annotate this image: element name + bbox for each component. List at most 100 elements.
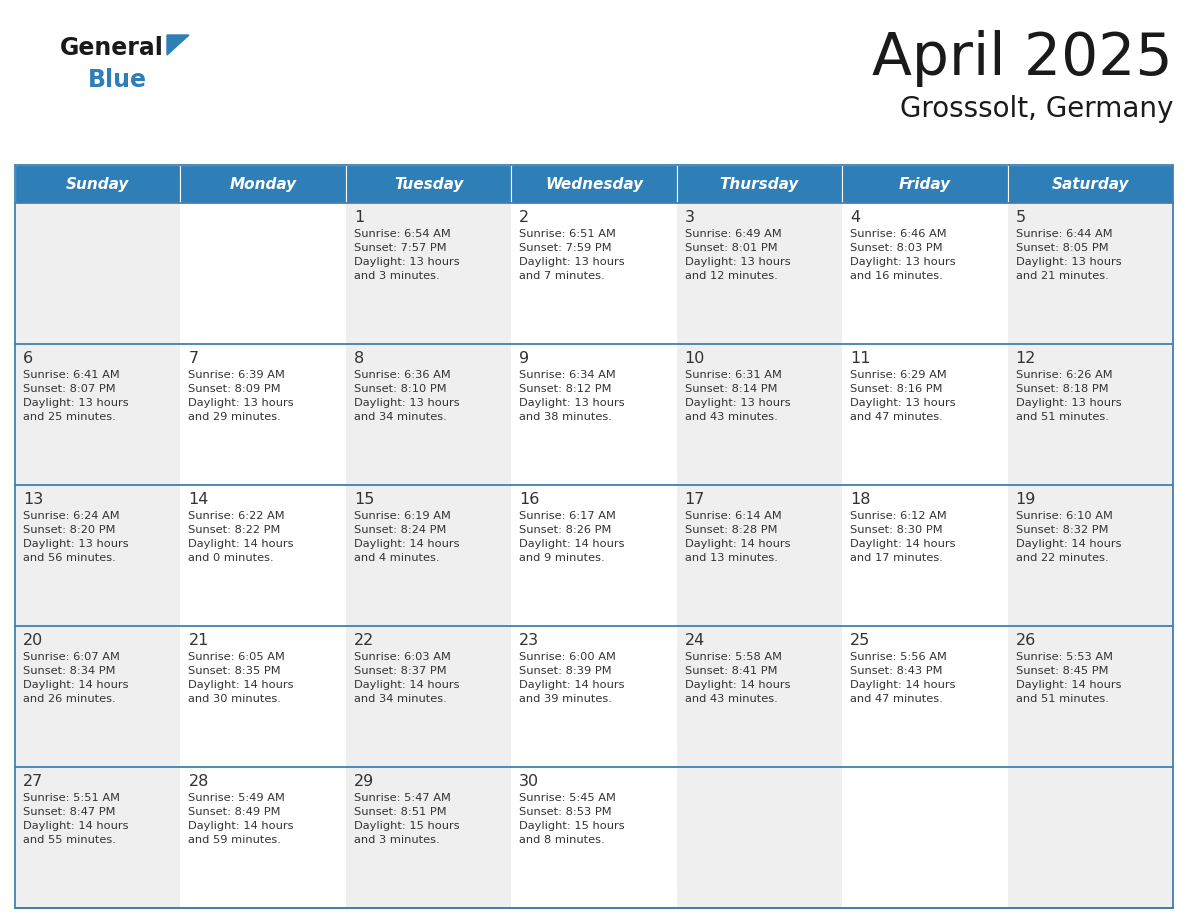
Bar <box>677 165 842 203</box>
Text: 18: 18 <box>851 492 871 507</box>
Bar <box>677 626 842 767</box>
Text: 8: 8 <box>354 351 364 366</box>
Bar <box>511 485 677 626</box>
Text: Sunrise: 5:56 AM
Sunset: 8:43 PM
Daylight: 14 hours
and 47 minutes.: Sunrise: 5:56 AM Sunset: 8:43 PM Dayligh… <box>851 652 955 704</box>
Bar <box>346 344 511 485</box>
Bar <box>15 485 181 626</box>
Text: Sunrise: 6:19 AM
Sunset: 8:24 PM
Daylight: 14 hours
and 4 minutes.: Sunrise: 6:19 AM Sunset: 8:24 PM Dayligh… <box>354 511 460 563</box>
Text: Grosssolt, Germany: Grosssolt, Germany <box>899 95 1173 123</box>
Text: 5: 5 <box>1016 210 1025 225</box>
Text: Blue: Blue <box>88 68 147 92</box>
Text: Sunrise: 6:31 AM
Sunset: 8:14 PM
Daylight: 13 hours
and 43 minutes.: Sunrise: 6:31 AM Sunset: 8:14 PM Dayligh… <box>684 370 790 422</box>
Bar <box>181 203 346 344</box>
Text: Sunrise: 6:36 AM
Sunset: 8:10 PM
Daylight: 13 hours
and 34 minutes.: Sunrise: 6:36 AM Sunset: 8:10 PM Dayligh… <box>354 370 460 422</box>
Text: Sunrise: 6:49 AM
Sunset: 8:01 PM
Daylight: 13 hours
and 12 minutes.: Sunrise: 6:49 AM Sunset: 8:01 PM Dayligh… <box>684 229 790 281</box>
Text: Sunrise: 6:29 AM
Sunset: 8:16 PM
Daylight: 13 hours
and 47 minutes.: Sunrise: 6:29 AM Sunset: 8:16 PM Dayligh… <box>851 370 956 422</box>
Text: Sunday: Sunday <box>67 176 129 192</box>
Text: Friday: Friday <box>899 176 950 192</box>
Text: 17: 17 <box>684 492 706 507</box>
Bar <box>511 203 677 344</box>
Text: 30: 30 <box>519 774 539 789</box>
Text: 26: 26 <box>1016 633 1036 648</box>
Bar <box>1007 344 1173 485</box>
Text: Sunrise: 6:00 AM
Sunset: 8:39 PM
Daylight: 14 hours
and 39 minutes.: Sunrise: 6:00 AM Sunset: 8:39 PM Dayligh… <box>519 652 625 704</box>
Text: 23: 23 <box>519 633 539 648</box>
Bar <box>15 165 1173 908</box>
Text: 22: 22 <box>354 633 374 648</box>
Text: Sunrise: 6:39 AM
Sunset: 8:09 PM
Daylight: 13 hours
and 29 minutes.: Sunrise: 6:39 AM Sunset: 8:09 PM Dayligh… <box>189 370 295 422</box>
Text: 27: 27 <box>23 774 43 789</box>
Text: 10: 10 <box>684 351 706 366</box>
Text: 19: 19 <box>1016 492 1036 507</box>
Text: 1: 1 <box>354 210 364 225</box>
Bar <box>15 626 181 767</box>
Bar <box>15 344 181 485</box>
Text: 25: 25 <box>851 633 871 648</box>
Text: 6: 6 <box>23 351 33 366</box>
Text: Sunrise: 6:54 AM
Sunset: 7:57 PM
Daylight: 13 hours
and 3 minutes.: Sunrise: 6:54 AM Sunset: 7:57 PM Dayligh… <box>354 229 460 281</box>
Text: Tuesday: Tuesday <box>394 176 463 192</box>
Text: Sunrise: 5:51 AM
Sunset: 8:47 PM
Daylight: 14 hours
and 55 minutes.: Sunrise: 5:51 AM Sunset: 8:47 PM Dayligh… <box>23 793 128 845</box>
Text: 16: 16 <box>519 492 539 507</box>
Text: Sunrise: 5:47 AM
Sunset: 8:51 PM
Daylight: 15 hours
and 3 minutes.: Sunrise: 5:47 AM Sunset: 8:51 PM Dayligh… <box>354 793 460 845</box>
Text: Sunrise: 6:07 AM
Sunset: 8:34 PM
Daylight: 14 hours
and 26 minutes.: Sunrise: 6:07 AM Sunset: 8:34 PM Dayligh… <box>23 652 128 704</box>
Text: Sunrise: 6:24 AM
Sunset: 8:20 PM
Daylight: 13 hours
and 56 minutes.: Sunrise: 6:24 AM Sunset: 8:20 PM Dayligh… <box>23 511 128 563</box>
Text: Sunrise: 5:49 AM
Sunset: 8:49 PM
Daylight: 14 hours
and 59 minutes.: Sunrise: 5:49 AM Sunset: 8:49 PM Dayligh… <box>189 793 293 845</box>
Text: 20: 20 <box>23 633 43 648</box>
Text: 7: 7 <box>189 351 198 366</box>
Bar <box>511 165 677 203</box>
Bar <box>346 165 511 203</box>
Text: 12: 12 <box>1016 351 1036 366</box>
Bar <box>181 165 346 203</box>
Bar <box>677 485 842 626</box>
Text: Sunrise: 5:53 AM
Sunset: 8:45 PM
Daylight: 14 hours
and 51 minutes.: Sunrise: 5:53 AM Sunset: 8:45 PM Dayligh… <box>1016 652 1121 704</box>
Text: 11: 11 <box>851 351 871 366</box>
Bar <box>181 626 346 767</box>
Bar <box>677 767 842 908</box>
Bar <box>1007 203 1173 344</box>
Text: Sunrise: 5:58 AM
Sunset: 8:41 PM
Daylight: 14 hours
and 43 minutes.: Sunrise: 5:58 AM Sunset: 8:41 PM Dayligh… <box>684 652 790 704</box>
Text: Sunrise: 6:44 AM
Sunset: 8:05 PM
Daylight: 13 hours
and 21 minutes.: Sunrise: 6:44 AM Sunset: 8:05 PM Dayligh… <box>1016 229 1121 281</box>
Bar <box>842 485 1007 626</box>
Bar <box>1007 626 1173 767</box>
Text: 14: 14 <box>189 492 209 507</box>
Text: Sunrise: 6:26 AM
Sunset: 8:18 PM
Daylight: 13 hours
and 51 minutes.: Sunrise: 6:26 AM Sunset: 8:18 PM Dayligh… <box>1016 370 1121 422</box>
Bar <box>346 767 511 908</box>
Bar <box>1007 165 1173 203</box>
Bar <box>346 485 511 626</box>
Text: Sunrise: 6:17 AM
Sunset: 8:26 PM
Daylight: 14 hours
and 9 minutes.: Sunrise: 6:17 AM Sunset: 8:26 PM Dayligh… <box>519 511 625 563</box>
Bar <box>511 767 677 908</box>
Text: Thursday: Thursday <box>720 176 800 192</box>
Bar <box>677 344 842 485</box>
Polygon shape <box>168 35 189 55</box>
Bar <box>15 165 181 203</box>
Text: Wednesday: Wednesday <box>545 176 643 192</box>
Text: 15: 15 <box>354 492 374 507</box>
Bar <box>181 485 346 626</box>
Bar <box>181 344 346 485</box>
Text: 13: 13 <box>23 492 43 507</box>
Text: Sunrise: 6:03 AM
Sunset: 8:37 PM
Daylight: 14 hours
and 34 minutes.: Sunrise: 6:03 AM Sunset: 8:37 PM Dayligh… <box>354 652 460 704</box>
Bar <box>511 626 677 767</box>
Text: Sunrise: 6:51 AM
Sunset: 7:59 PM
Daylight: 13 hours
and 7 minutes.: Sunrise: 6:51 AM Sunset: 7:59 PM Dayligh… <box>519 229 625 281</box>
Bar <box>181 767 346 908</box>
Bar <box>842 165 1007 203</box>
Bar <box>1007 767 1173 908</box>
Bar <box>842 767 1007 908</box>
Bar <box>1007 485 1173 626</box>
Bar <box>842 344 1007 485</box>
Text: Sunrise: 6:10 AM
Sunset: 8:32 PM
Daylight: 14 hours
and 22 minutes.: Sunrise: 6:10 AM Sunset: 8:32 PM Dayligh… <box>1016 511 1121 563</box>
Text: Sunrise: 6:46 AM
Sunset: 8:03 PM
Daylight: 13 hours
and 16 minutes.: Sunrise: 6:46 AM Sunset: 8:03 PM Dayligh… <box>851 229 956 281</box>
Text: Sunrise: 6:14 AM
Sunset: 8:28 PM
Daylight: 14 hours
and 13 minutes.: Sunrise: 6:14 AM Sunset: 8:28 PM Dayligh… <box>684 511 790 563</box>
Text: 24: 24 <box>684 633 704 648</box>
Text: Saturday: Saturday <box>1051 176 1129 192</box>
Text: 2: 2 <box>519 210 530 225</box>
Text: April 2025: April 2025 <box>872 30 1173 87</box>
Text: 9: 9 <box>519 351 530 366</box>
Bar <box>346 626 511 767</box>
Text: 21: 21 <box>189 633 209 648</box>
Text: Sunrise: 6:41 AM
Sunset: 8:07 PM
Daylight: 13 hours
and 25 minutes.: Sunrise: 6:41 AM Sunset: 8:07 PM Dayligh… <box>23 370 128 422</box>
Bar <box>842 203 1007 344</box>
Bar <box>511 344 677 485</box>
Bar <box>677 203 842 344</box>
